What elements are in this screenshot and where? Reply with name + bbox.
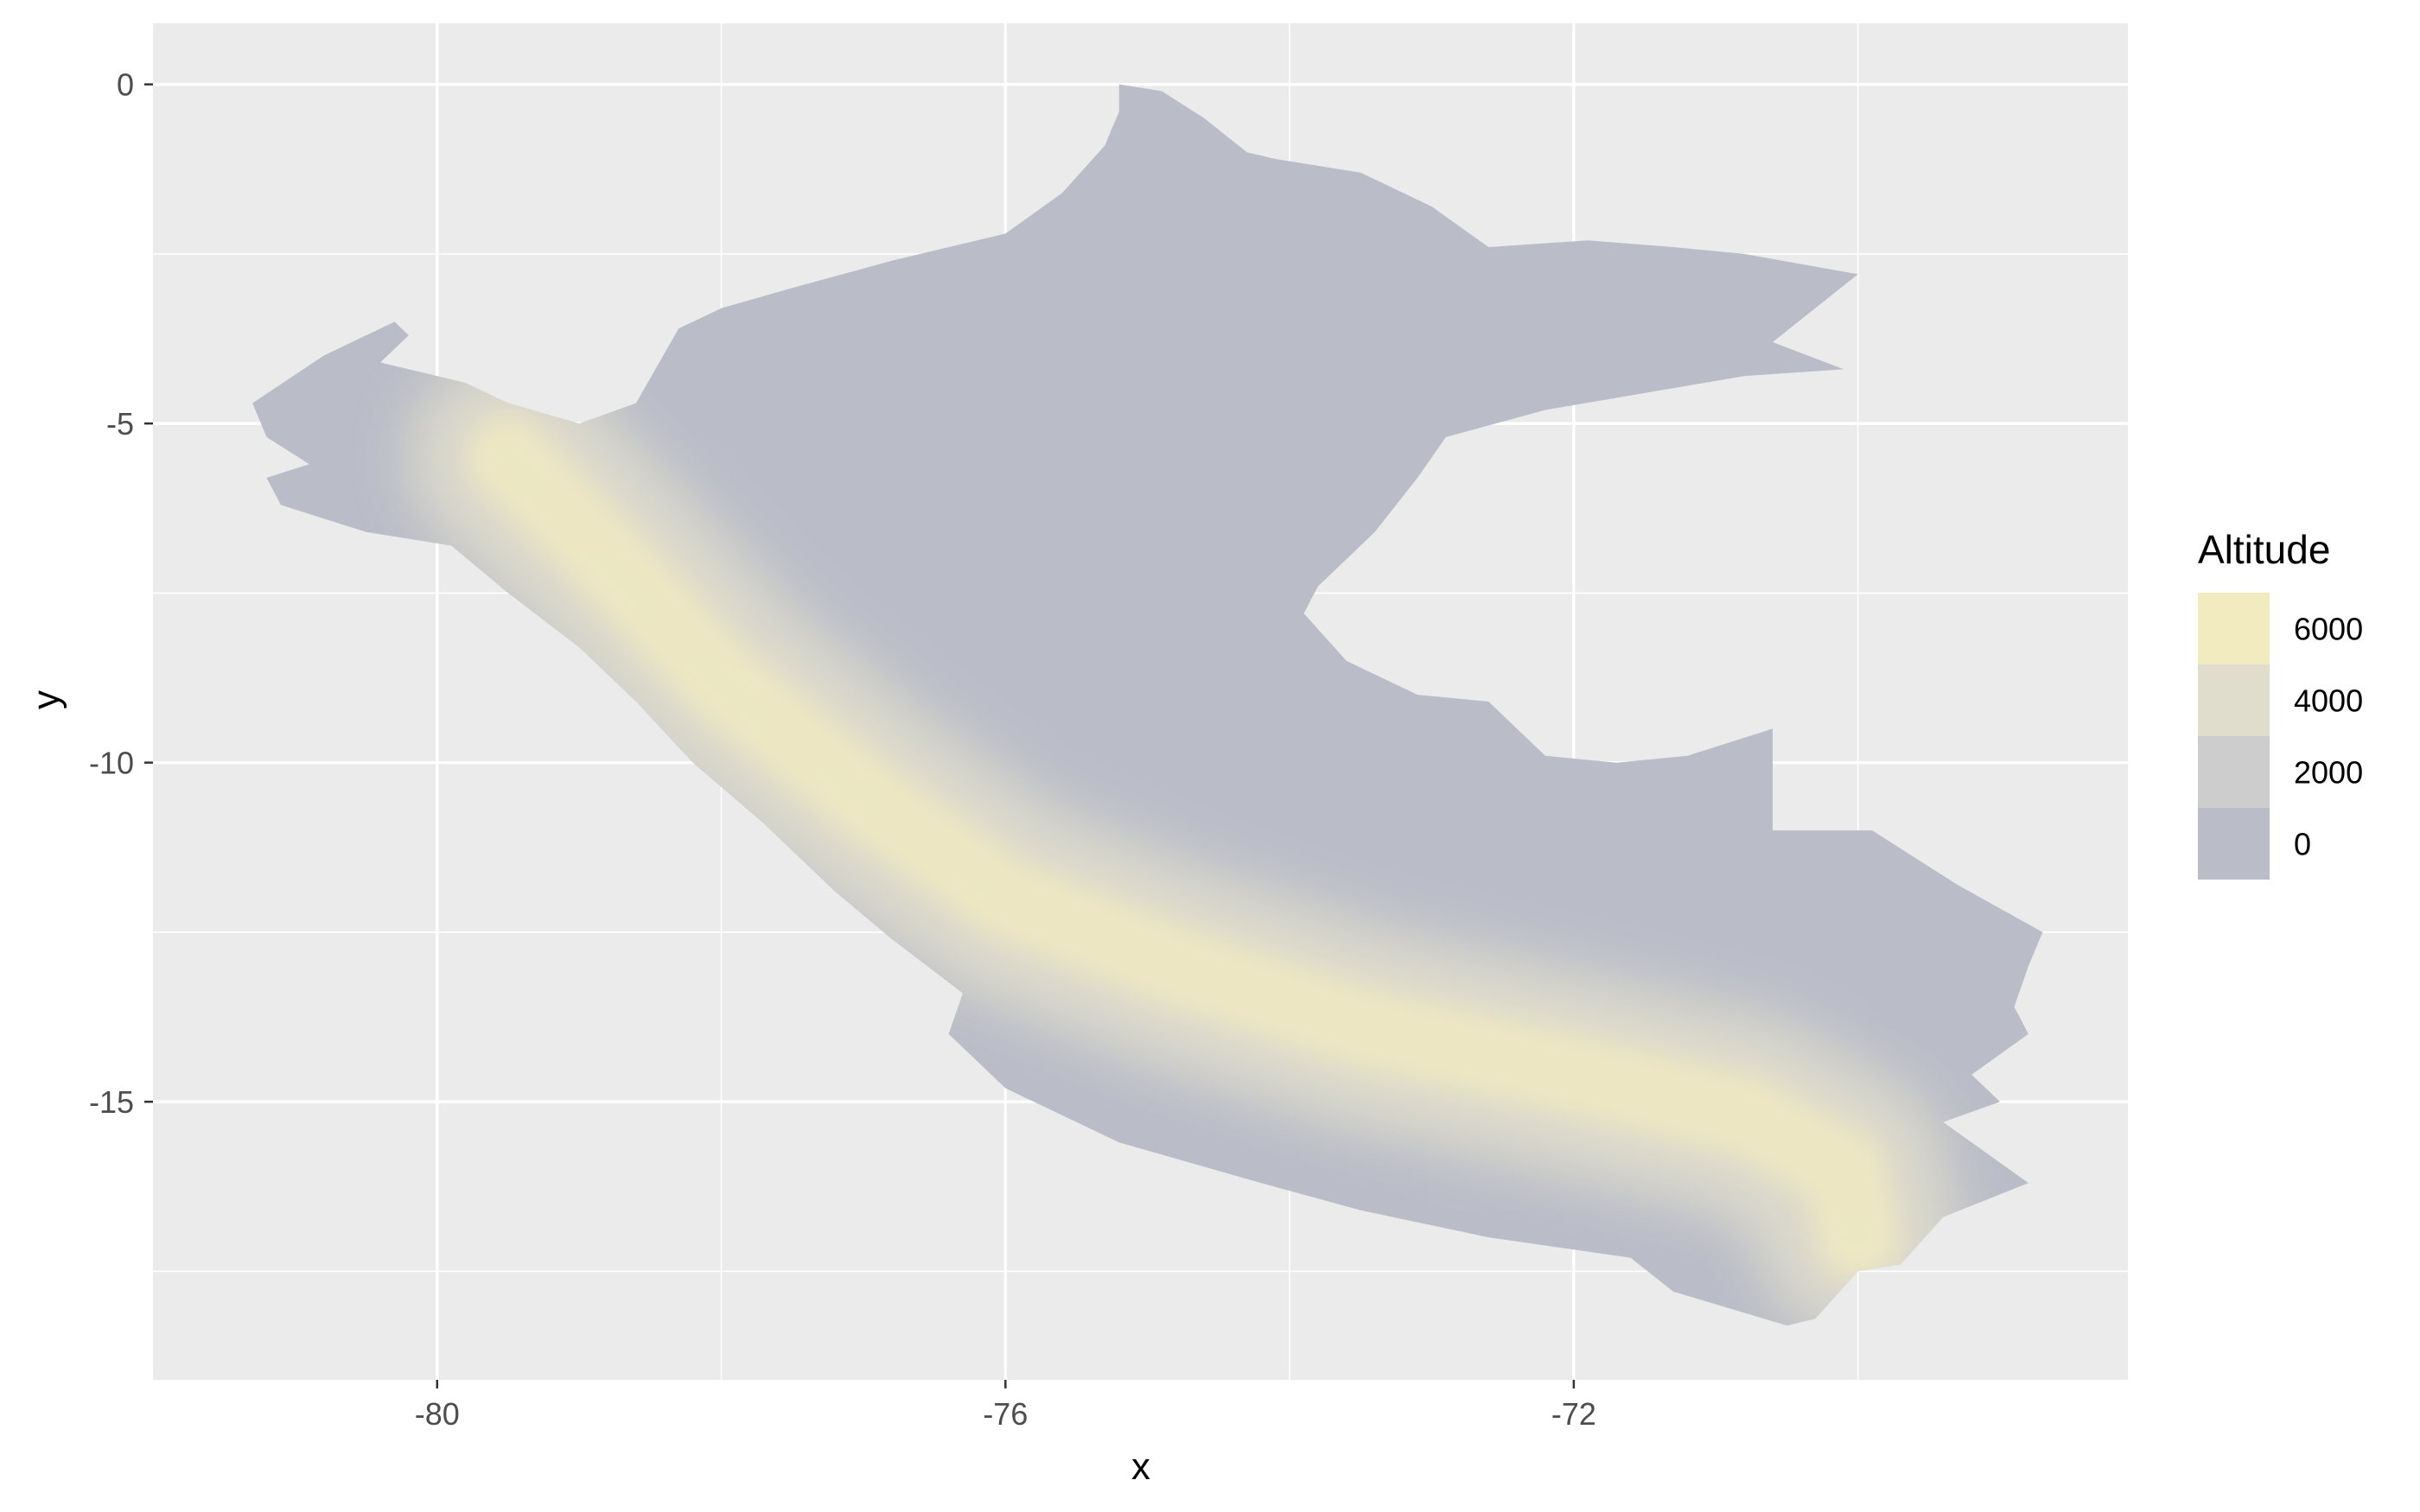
legend-label: 4000 (2294, 683, 2363, 719)
legend-title: Altitude (2198, 527, 2330, 572)
y-axis-title: y (25, 690, 67, 709)
x-axis-title: x (1131, 1445, 1150, 1488)
legend-label: 6000 (2294, 612, 2363, 647)
legend-key (2198, 593, 2270, 664)
x-tick-label: -76 (983, 1396, 1028, 1432)
y-tick-label: -15 (89, 1084, 134, 1120)
legend-label: 2000 (2294, 755, 2363, 791)
andes-ridge-core (467, 416, 1900, 1279)
x-tick-label: -72 (1551, 1396, 1596, 1432)
legend-label: 0 (2294, 827, 2311, 862)
y-tick-label: 0 (117, 67, 134, 103)
y-axis: 0 -5 -10 -15 (89, 67, 153, 1120)
elevation-raster (252, 84, 2043, 1326)
legend: Altitude 6000 4000 2000 0 (2198, 527, 2363, 880)
x-axis: -80 -76 -72 (415, 1380, 1596, 1432)
y-tick-label: -10 (89, 746, 134, 781)
y-tick-label: -5 (106, 406, 134, 442)
legend-key (2198, 808, 2270, 880)
legend-key (2198, 736, 2270, 808)
x-tick-label: -80 (415, 1396, 460, 1432)
legend-key (2198, 664, 2270, 736)
